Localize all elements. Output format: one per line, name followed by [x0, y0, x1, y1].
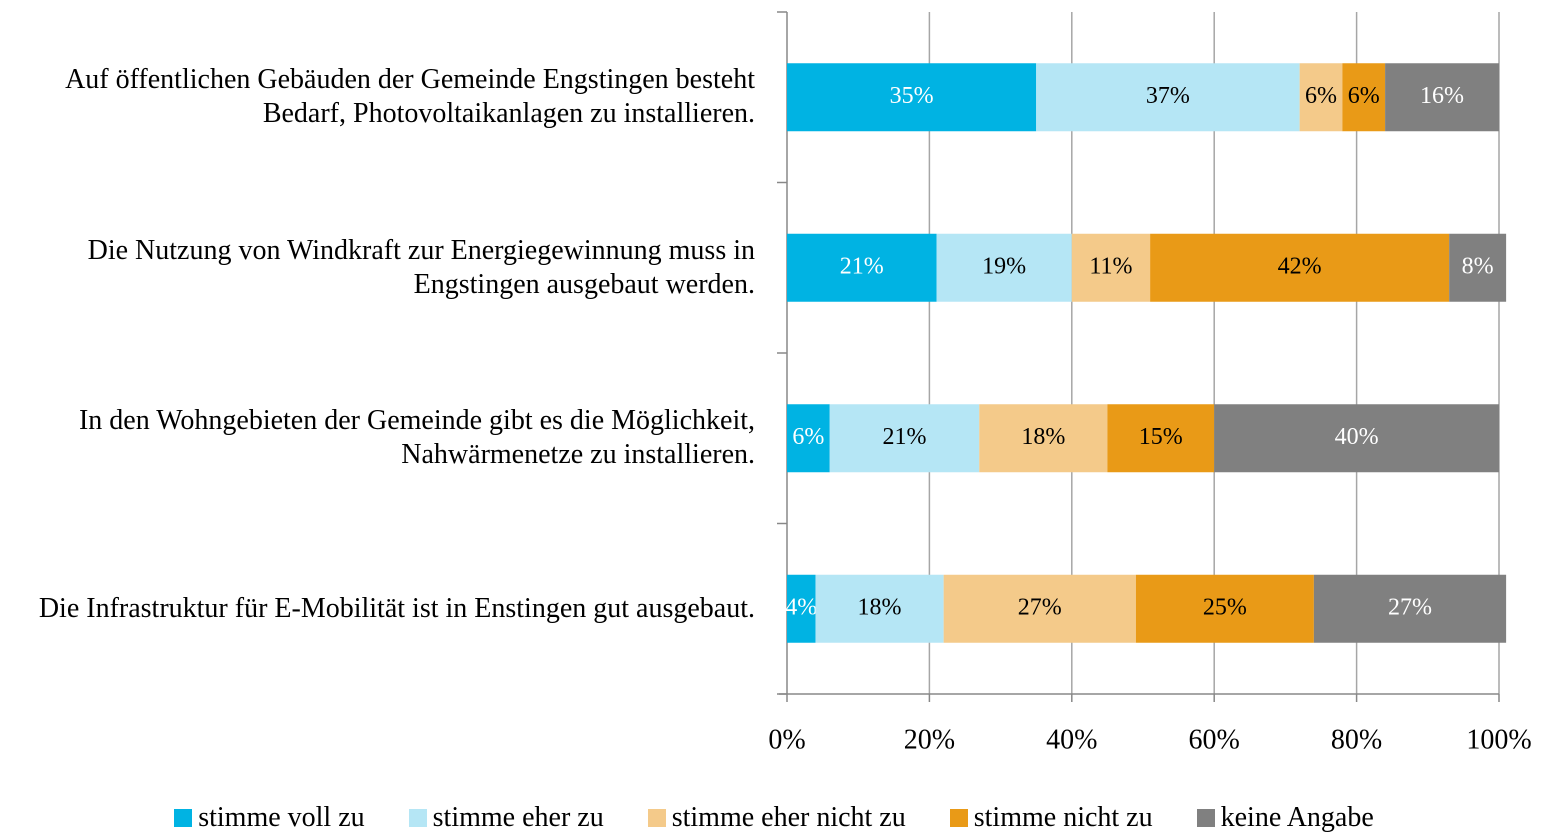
legend-swatch [949, 809, 968, 827]
data-label: 21% [882, 424, 926, 450]
legend-swatch [647, 809, 666, 827]
data-label: 25% [1203, 594, 1247, 620]
bar-segment [1036, 63, 1300, 132]
data-label: 35% [890, 83, 934, 109]
legend-swatch [1196, 809, 1215, 827]
legend-label: stimme eher nicht zu [671, 802, 906, 833]
data-label: 4% [785, 594, 817, 620]
data-label: 11% [1089, 253, 1132, 279]
bar-segment [1135, 574, 1314, 643]
bar-segment [1342, 63, 1386, 132]
data-label: 21% [840, 253, 884, 279]
bar-segment [787, 63, 1037, 132]
x-tick-label: 100% [1466, 724, 1531, 755]
legend-item: stimme eher nicht zu [647, 802, 906, 834]
category-label: Auf öffentlichen Gebäuden der Gemeinde E… [65, 64, 755, 130]
bar-segment [787, 404, 830, 473]
data-label: 37% [1146, 83, 1190, 109]
data-label: 8% [1462, 253, 1494, 279]
bar-segment [787, 574, 816, 643]
legend-label: keine Angabe [1220, 802, 1374, 833]
x-tick-label: 60% [1189, 724, 1240, 755]
bar-segment [1107, 404, 1215, 473]
data-label: 18% [858, 594, 902, 620]
legend-label: stimme nicht zu [973, 802, 1153, 833]
bar-segment [979, 404, 1108, 473]
legend-item: keine Angabe [1196, 802, 1374, 834]
category-label: Die Nutzung von Windkraft zur Energiegew… [87, 234, 755, 300]
bar-segment [787, 233, 937, 302]
bar-segment [1313, 574, 1507, 643]
x-tick-label: 20% [904, 724, 955, 755]
legend-item: stimme voll zu [174, 802, 365, 834]
bar-segment [1449, 233, 1507, 302]
data-label: 27% [1018, 594, 1062, 620]
bar-segment [815, 574, 944, 643]
bar-segment [943, 574, 1136, 643]
data-label: 6% [792, 424, 824, 450]
bar-segment [1071, 233, 1151, 302]
data-label: 40% [1335, 424, 1379, 450]
x-tick-label: 40% [1046, 724, 1097, 755]
bar-segment [936, 233, 1072, 302]
data-label: 27% [1388, 594, 1432, 620]
legend-label: stimme voll zu [198, 802, 365, 833]
category-label: Die Infrastruktur für E-Mobilität ist in… [38, 592, 755, 624]
data-label: 42% [1278, 253, 1322, 279]
data-label: 19% [982, 253, 1026, 279]
legend-swatch [408, 809, 427, 827]
legend-label: stimme eher zu [432, 802, 604, 833]
legend-swatch [174, 809, 193, 827]
legend: stimme voll zu stimme eher zu stimme eher … [0, 802, 1548, 834]
bar-segment [1214, 404, 1499, 473]
data-label: 15% [1139, 424, 1183, 450]
data-label: 18% [1021, 424, 1065, 450]
data-label: 6% [1348, 83, 1380, 109]
data-label: 6% [1305, 83, 1337, 109]
data-label: 16% [1420, 83, 1464, 109]
bar-segment [1385, 63, 1499, 132]
legend-item: stimme eher zu [408, 802, 604, 834]
bar-segment [829, 404, 980, 473]
x-tick-label: 80% [1331, 724, 1382, 755]
bar-segment [1150, 233, 1450, 302]
legend-item: stimme nicht zu [949, 802, 1153, 834]
x-tick-label: 0% [768, 724, 805, 755]
category-label: In den Wohngebieten der Gemeinde gibt es… [78, 405, 755, 471]
bar-segment [1299, 63, 1343, 132]
